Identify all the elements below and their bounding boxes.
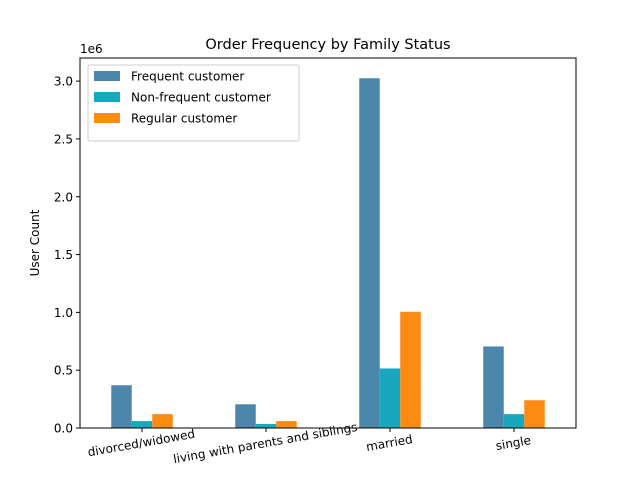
legend-box (87, 64, 300, 142)
y-tick-label-5: 2.5 (54, 132, 73, 146)
y-axis-scale-label: 1e6 (80, 42, 103, 56)
bar-3-0 (483, 346, 504, 428)
bars-layer (111, 78, 545, 429)
bar-2-0 (359, 78, 380, 428)
bar-3-1 (503, 414, 525, 429)
bar-2-2 (400, 311, 421, 428)
y-tick-label-4: 2.0 (54, 190, 73, 204)
bar-3-2 (524, 400, 545, 428)
bar-1-1 (255, 423, 277, 428)
y-tick-label-3: 1.5 (54, 248, 73, 262)
legend-swatch-1 (94, 92, 120, 102)
bar-1-0 (235, 404, 256, 428)
x-tick-label-2: married (365, 432, 414, 454)
y-tick-label-2: 1.0 (54, 306, 73, 320)
y-axis-label: User Count (28, 209, 42, 276)
legend: Frequent customer Non-frequent customer Re… (87, 64, 300, 142)
x-tick-label-3: single (495, 433, 532, 453)
y-tick-label-0: 0.0 (54, 422, 73, 436)
legend-label-0: Frequent customer (131, 70, 244, 84)
bar-0-1 (131, 421, 153, 428)
legend-swatch-2 (94, 113, 120, 123)
y-tick-label-6: 3.0 (54, 75, 73, 89)
legend-label-1: Non-frequent customer (131, 91, 271, 105)
bar-0-0 (111, 385, 132, 428)
y-axis: 0.0 0.5 1.0 1.5 2.0 2.5 3.0 (54, 75, 80, 436)
legend-swatch-0 (94, 71, 120, 81)
chart-title: Order Frequency by Family Status (205, 37, 450, 53)
y-tick-label-1: 0.5 (54, 364, 73, 378)
legend-label-2: Regular customer (131, 112, 237, 126)
bar-2-1 (379, 368, 401, 428)
plot-frame (79, 57, 577, 429)
bar-0-2 (152, 414, 173, 429)
bar-1-2 (276, 421, 297, 428)
